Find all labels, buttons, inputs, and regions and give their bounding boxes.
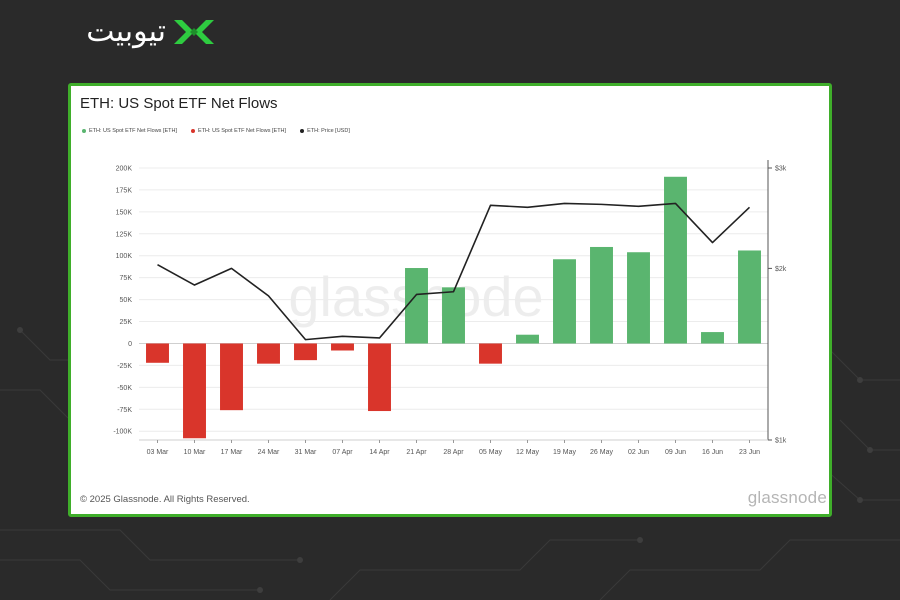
x-tick-label: 02 Jun [628,449,649,456]
flow-bar [590,246,613,344]
legend-item-price: ETH: Price [USD] [300,126,350,136]
x-tick-label: 26 May [590,449,613,456]
flow-bar [368,343,391,412]
y-left-tick-label: 25K [120,319,133,326]
x-tick-label: 07 Apr [332,449,353,456]
y-right-tick-label: $2k [775,266,787,273]
brand-logo-text: glassnode [747,488,827,507]
x-tick-label: 23 Jun [739,449,760,456]
x-tick-label: 12 May [516,449,539,456]
logo-text: تیوبیت [86,14,166,49]
y-left-tick-label: -75K [117,407,132,414]
y-left-tick-label: 125K [116,231,133,238]
flow-bar [664,176,687,344]
etf-flows-chart: glassnode 200K175K150K125K100K75K50K25K0… [113,160,787,456]
y-left-tick-label: -100K [113,429,132,436]
flow-bar [294,343,317,361]
flow-bar [553,259,576,344]
flow-bar [220,343,243,411]
y-left-tick-label: 100K [116,253,133,260]
flow-bar [738,250,761,344]
y-left-tick-label: 0 [128,341,132,348]
flow-bar [331,343,354,351]
flow-bar [516,334,539,344]
x-axis: 03 Mar 10 Mar 17 Mar 24 Mar 31 Mar 07 Apr 14 A… [139,439,768,456]
copyright-text: © 2025 Glassnode. All Rights Reserved. [80,494,250,505]
flow-bar [442,287,465,344]
x-tick-label: 17 Mar [221,449,243,456]
y-axis-right: $3k $2k $1k [767,160,787,445]
y-left-tick-label: 150K [116,209,133,216]
bar-series [146,176,761,439]
gridlines [139,167,768,432]
y-left-tick-label: 175K [116,187,133,194]
x-tick-label: 03 Mar [147,449,169,456]
legend-item-inflows: ETH: US Spot ETF Net Flows [ETH] [82,126,177,136]
price-line [157,202,751,341]
flow-bar [146,343,169,363]
x-tick-label: 10 Mar [184,449,206,456]
legend-label-outflows: ETH: US Spot ETF Net Flows [ETH] [198,128,287,134]
x-tick-label: 19 May [553,449,576,456]
x-tick-label: 09 Jun [665,449,686,456]
legend-item-outflows: ETH: US Spot ETF Net Flows [ETH] [191,126,286,136]
legend-label-price: ETH: Price [USD] [307,128,350,134]
x-tick-label: 16 Jun [702,449,723,456]
x-tick-label: 24 Mar [258,449,280,456]
flow-bar [479,343,502,364]
flow-bar [257,343,280,364]
y-right-tick-label: $3k [775,166,787,173]
flow-bar [627,252,650,344]
legend-dot-outflows [191,129,196,133]
y-right-tick-label: $1k [775,438,787,445]
flow-bar [405,268,428,344]
price-line-series [157,202,751,341]
flow-bar [701,332,724,344]
chart-legend: ETH: US Spot ETF Net Flows [ETH] ETH: US… [82,126,350,136]
x-tick-label: 05 May [479,449,502,456]
logo-mark-icon [174,20,214,44]
x-tick-label: 21 Apr [406,449,427,456]
legend-label-inflows: ETH: US Spot ETF Net Flows [ETH] [89,128,178,134]
y-left-tick-label: 50K [120,297,133,304]
flow-bar [183,343,206,439]
y-left-tick-label: 75K [120,275,133,282]
y-left-tick-label: -50K [117,385,132,392]
legend-dot-price [300,129,305,133]
site-logo[interactable]: تیوبیت [26,12,226,56]
y-left-tick-label: -25K [117,363,132,370]
y-left-tick-label: 200K [116,166,133,173]
x-tick-label: 14 Apr [369,449,390,456]
x-tick-label: 28 Apr [443,449,464,456]
chart-card: ETH: US Spot ETF Net Flows ETH: US Spot … [68,83,832,517]
legend-dot-inflows [82,129,86,133]
chart-title: ETH: US Spot ETF Net Flows [80,95,278,112]
x-tick-label: 31 Mar [295,449,317,456]
y-axis-left: 200K 175K 150K 125K 100K 75K 50K 25K 0 -25K -50K -7… [113,166,132,436]
